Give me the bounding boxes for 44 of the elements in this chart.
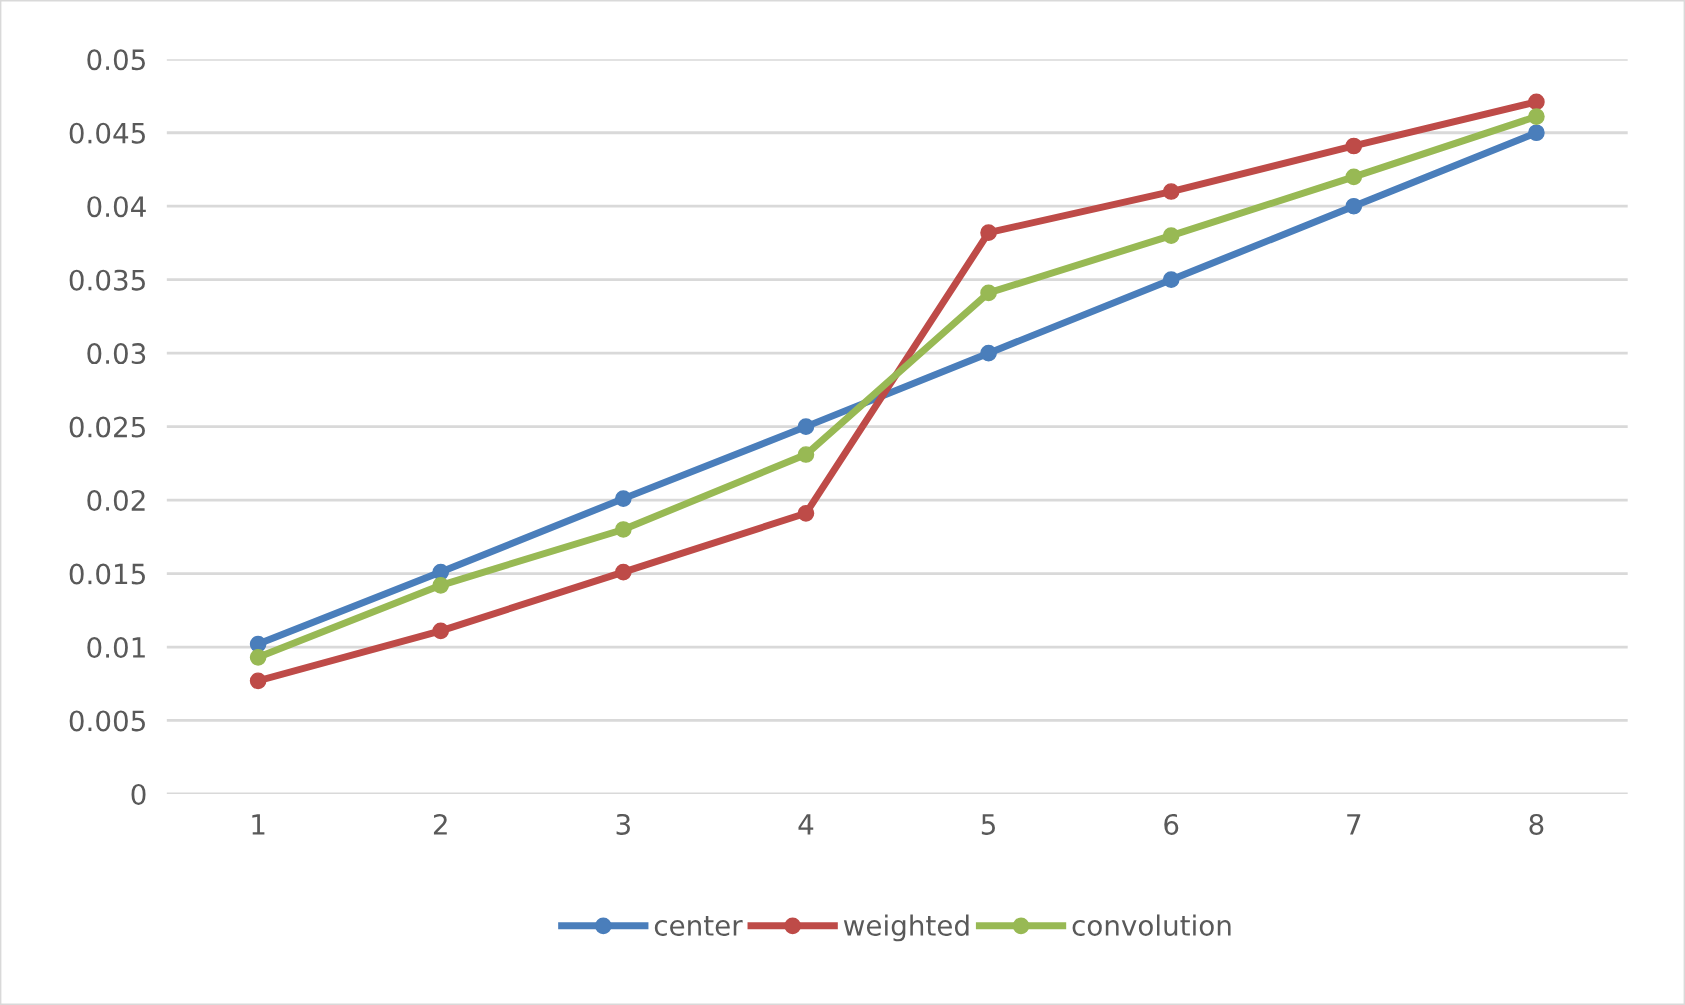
- point: [249, 648, 267, 666]
- point: [432, 576, 450, 594]
- x-tick-label: 3: [616, 813, 630, 835]
- point: [615, 490, 632, 507]
- y-tick-label: 0.035: [69, 269, 145, 291]
- y-tick-label: 0: [131, 783, 146, 805]
- point: [1345, 137, 1363, 155]
- point: [1528, 124, 1545, 142]
- legend-label: weighted: [843, 914, 969, 942]
- point: [1345, 168, 1363, 186]
- x-tick-label: 4: [798, 814, 814, 835]
- y-tick-label: 0.04: [87, 196, 146, 218]
- point: [980, 284, 997, 302]
- y-tick-label: 0.025: [69, 416, 145, 438]
- y-tick-label: 0.05: [87, 49, 145, 71]
- x-tick-label: 5: [981, 814, 995, 835]
- point: [432, 622, 450, 640]
- point: [1162, 271, 1180, 289]
- point: [615, 563, 632, 581]
- point: [797, 446, 815, 463]
- point: [797, 418, 815, 435]
- y-tick-label: 0.01: [87, 636, 145, 658]
- y-tick-label: 0.03: [87, 343, 146, 365]
- point: [615, 521, 632, 538]
- point: [1162, 227, 1180, 244]
- legend-label: convolution: [1072, 914, 1231, 936]
- point: [980, 224, 997, 242]
- legend-label: center: [654, 916, 743, 936]
- point: [797, 504, 815, 522]
- point: [1162, 183, 1180, 200]
- x-tick-label: 6: [1164, 813, 1179, 835]
- point: [1528, 93, 1545, 111]
- y-tick-label: 0.005: [69, 710, 145, 732]
- point: [1528, 108, 1545, 125]
- point: [249, 672, 267, 690]
- x-tick-label: 7: [1347, 814, 1361, 835]
- x-tick-label: 8: [1529, 813, 1544, 835]
- point: [1345, 197, 1363, 215]
- point: [980, 344, 997, 362]
- x-tick-label: 2: [433, 813, 447, 835]
- x-tick-label: 1: [252, 814, 265, 835]
- y-tick-label: 0.015: [69, 563, 145, 585]
- y-tick-label: 0.02: [87, 490, 145, 512]
- y-tick-label: 0.045: [69, 122, 145, 144]
